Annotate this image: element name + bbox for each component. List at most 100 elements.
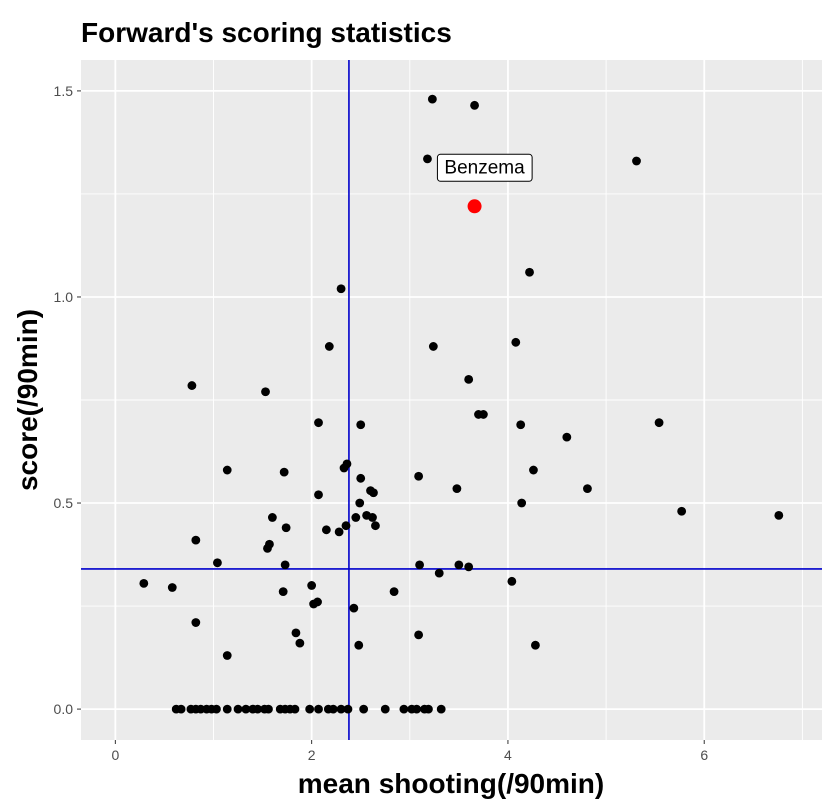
highlighted-point xyxy=(467,199,482,214)
data-point xyxy=(343,704,353,714)
data-point xyxy=(359,704,369,714)
data-point xyxy=(222,704,232,714)
data-point xyxy=(264,704,273,714)
data-point xyxy=(507,576,517,586)
data-point xyxy=(529,465,538,475)
data-point xyxy=(423,154,432,164)
data-point xyxy=(281,523,291,533)
x-tick-label: 4 xyxy=(504,747,512,763)
data-point xyxy=(478,410,488,419)
data-point xyxy=(314,490,323,500)
data-point xyxy=(414,630,424,640)
y-axis-title: score(/90min) xyxy=(12,309,43,491)
data-point xyxy=(427,94,437,104)
data-point xyxy=(632,156,641,166)
reference-lines xyxy=(81,60,822,740)
data-point xyxy=(191,618,201,627)
chart-title: Forward's scoring statistics xyxy=(81,17,452,48)
data-point xyxy=(139,578,149,588)
data-point xyxy=(334,527,344,537)
data-point xyxy=(414,471,424,481)
data-point xyxy=(355,498,365,508)
data-point xyxy=(464,374,474,384)
highlight-label-box xyxy=(436,153,533,182)
data-point xyxy=(531,640,540,650)
data-point xyxy=(314,704,323,714)
data-points xyxy=(139,94,784,714)
data-point xyxy=(233,704,243,714)
data-point xyxy=(677,506,687,516)
data-point xyxy=(525,267,534,277)
data-point xyxy=(356,473,366,483)
highlight-label: Benzema xyxy=(444,157,525,178)
data-point xyxy=(213,558,222,568)
data-point xyxy=(562,432,572,442)
data-point xyxy=(399,704,409,714)
data-point xyxy=(176,704,186,714)
data-point xyxy=(279,467,289,477)
x-tick-label: 6 xyxy=(700,747,708,763)
data-point xyxy=(517,498,527,508)
data-point xyxy=(305,704,315,714)
data-point xyxy=(222,465,232,475)
data-point xyxy=(436,704,446,714)
data-point xyxy=(452,484,462,494)
data-point xyxy=(280,560,290,570)
data-point xyxy=(278,587,288,597)
data-point xyxy=(454,560,464,570)
data-point xyxy=(241,704,251,714)
data-point xyxy=(191,535,201,545)
x-tick-label: 0 xyxy=(111,747,119,763)
data-point xyxy=(336,704,346,714)
data-point xyxy=(212,704,221,714)
data-point xyxy=(470,100,479,110)
data-point xyxy=(307,581,317,590)
data-point xyxy=(314,418,323,428)
data-point xyxy=(336,284,346,294)
data-point xyxy=(341,521,351,531)
data-point xyxy=(324,342,334,351)
y-tick-label: 0.5 xyxy=(54,495,74,511)
data-point xyxy=(434,568,444,578)
data-point xyxy=(321,525,331,535)
data-point xyxy=(349,603,359,613)
data-point xyxy=(428,342,438,351)
data-point xyxy=(516,420,526,430)
data-point xyxy=(267,513,277,522)
data-point xyxy=(354,640,364,650)
data-point xyxy=(424,704,433,714)
data-point xyxy=(371,521,380,531)
data-point xyxy=(356,420,366,430)
major-gridlines xyxy=(81,60,822,740)
data-point xyxy=(342,459,352,469)
data-point xyxy=(380,704,390,714)
y-tick-label: 0.0 xyxy=(54,701,74,717)
data-point xyxy=(774,510,784,520)
data-point xyxy=(222,651,232,660)
data-point xyxy=(261,387,270,397)
data-point xyxy=(295,638,305,648)
data-point xyxy=(464,562,474,572)
highlight-layer: Benzema xyxy=(436,153,533,214)
data-point xyxy=(412,704,422,714)
data-point xyxy=(291,628,301,638)
y-tick-label: 1.5 xyxy=(54,83,74,99)
data-point xyxy=(187,381,197,390)
data-point xyxy=(366,486,375,496)
y-axis-ticks: 0.0 0.5 1.0 1.5 xyxy=(54,83,81,717)
data-point xyxy=(253,704,263,714)
data-point xyxy=(351,513,361,522)
data-point xyxy=(313,597,322,607)
y-tick-label: 1.0 xyxy=(54,289,74,305)
data-point xyxy=(415,560,425,570)
data-point xyxy=(328,704,338,714)
minor-gridlines xyxy=(81,60,822,740)
data-point xyxy=(167,583,177,592)
data-point xyxy=(265,539,274,549)
data-point xyxy=(511,337,521,347)
data-point xyxy=(583,484,592,494)
x-axis-title: mean shooting(/90min) xyxy=(298,768,604,799)
data-point xyxy=(368,513,377,522)
data-point xyxy=(290,704,300,714)
